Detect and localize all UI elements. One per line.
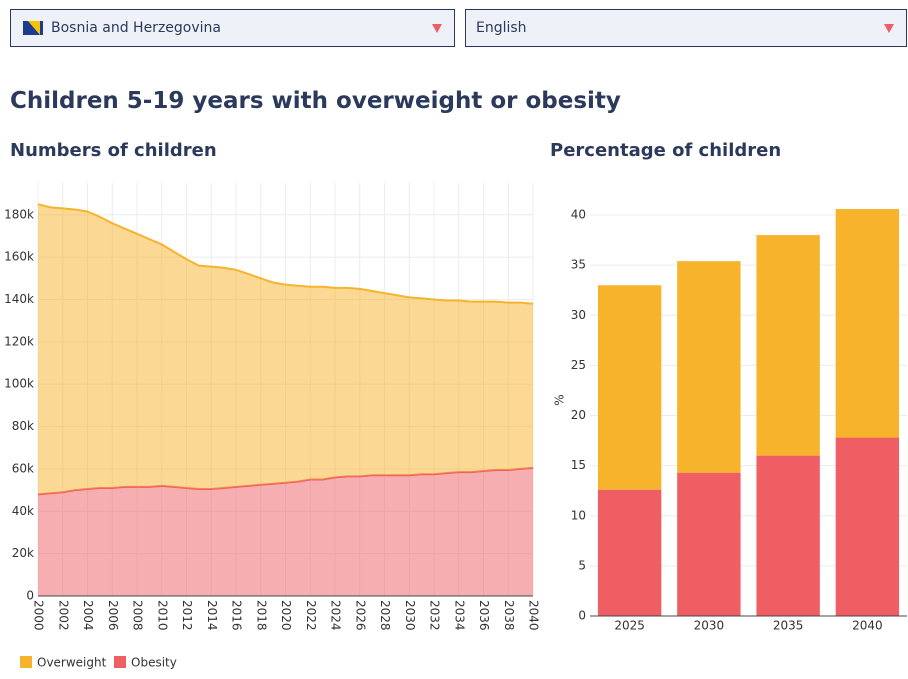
y-tick-label: 15 — [571, 458, 586, 472]
x-tick-label: 2024 — [329, 600, 343, 631]
country-label: Bosnia and Herzegovina — [51, 20, 221, 36]
x-tick-label: 2008 — [131, 600, 145, 631]
x-tick-label: 2010 — [155, 600, 169, 631]
y-tick-label: 180k — [4, 207, 34, 221]
legend-label: Obesity — [131, 656, 177, 670]
y-tick-label: 140k — [4, 292, 34, 306]
y-tick-label: 20k — [12, 546, 34, 560]
y-tick-label: 30 — [571, 308, 586, 322]
area — [38, 467, 533, 596]
legend-swatch — [114, 656, 126, 668]
y-axis-label: % — [553, 394, 567, 405]
dropdown-arrow — [884, 24, 894, 33]
y-tick-label: 20 — [571, 408, 586, 422]
area-line — [37, 203, 534, 305]
x-tick-label: 2014 — [205, 600, 219, 631]
y-tick-label: 160k — [4, 250, 34, 264]
area — [38, 204, 533, 495]
x-tick-label: 2040 — [852, 619, 883, 633]
bar — [597, 285, 662, 490]
bar — [756, 235, 820, 456]
chart-title: Percentage of children — [550, 140, 781, 161]
x-tick-label: 2012 — [180, 600, 194, 631]
y-tick-label: 35 — [571, 258, 586, 272]
x-tick-label: 2006 — [106, 600, 120, 631]
x-tick-label: 2022 — [304, 600, 318, 631]
flag-icon — [23, 21, 43, 35]
y-tick-label: 10 — [571, 508, 586, 522]
legend-swatch — [20, 656, 32, 668]
bar — [835, 209, 900, 438]
x-tick-label: 2026 — [353, 600, 367, 631]
language-dropdown[interactable]: English — [465, 9, 907, 47]
x-tick-label: 2038 — [502, 600, 516, 631]
chart-title: Numbers of children — [10, 140, 217, 161]
x-tick-label: 2040 — [527, 600, 541, 631]
x-tick-label: 2028 — [378, 600, 392, 631]
bar — [756, 455, 820, 616]
x-tick-label: 2030 — [403, 600, 417, 631]
x-tick-label: 2036 — [477, 600, 491, 631]
y-tick-label: 5 — [578, 558, 586, 572]
area-line — [37, 466, 534, 496]
page-heading: Children 5-19 years with overweight or o… — [10, 88, 621, 114]
x-tick-label: 2032 — [428, 600, 442, 631]
x-tick-label: 2020 — [279, 600, 293, 631]
x-tick-label: 2002 — [56, 600, 70, 631]
y-tick-label: 120k — [4, 334, 34, 348]
dropdown-arrow — [432, 24, 442, 33]
country-dropdown[interactable]: Bosnia and Herzegovina — [10, 9, 455, 47]
x-tick-label: 2034 — [452, 600, 466, 631]
y-tick-label: 0 — [26, 589, 34, 603]
x-tick-label: 2004 — [81, 600, 95, 631]
y-tick-label: 0 — [578, 609, 586, 623]
y-tick-label: 60k — [12, 461, 34, 475]
y-tick-label: 80k — [12, 419, 34, 433]
bar — [677, 472, 741, 616]
bar — [597, 489, 662, 616]
y-tick-label: 40 — [571, 208, 586, 222]
x-tick-label: 2018 — [254, 600, 268, 631]
language-label: English — [476, 20, 527, 36]
y-tick-label: 100k — [4, 377, 34, 391]
legend-label: Overweight — [37, 656, 107, 670]
y-tick-label: 40k — [12, 504, 34, 518]
x-tick-label: 2030 — [694, 619, 725, 633]
y-tick-label: 25 — [571, 358, 586, 372]
x-tick-label: 2016 — [230, 600, 244, 631]
x-tick-label: 2025 — [614, 619, 645, 633]
bar — [835, 437, 900, 616]
x-tick-label: 2000 — [32, 600, 46, 631]
x-tick-label: 2035 — [773, 619, 804, 633]
bar — [677, 261, 741, 473]
